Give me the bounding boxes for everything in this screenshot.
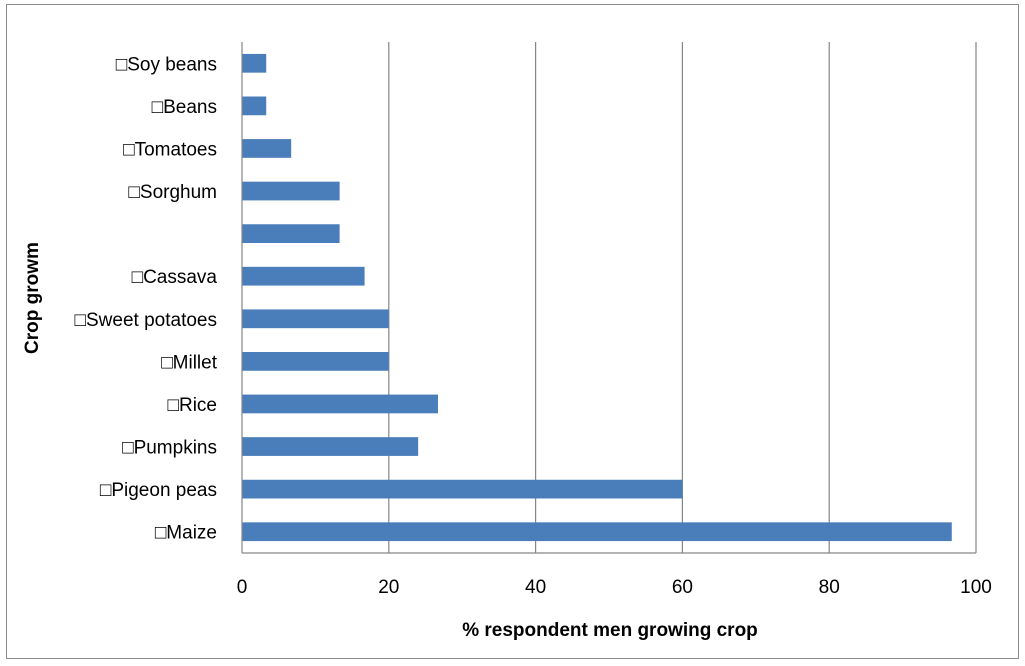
y-tick-label-6: □Cassava (132, 267, 218, 288)
bar-11 (242, 53, 267, 73)
x-tick-labels: 0 20 40 60 80 100 (237, 577, 992, 598)
y-axis-title: Crop growm (22, 242, 43, 354)
bar-9 (242, 139, 292, 158)
x-tick-label-0: 0 (237, 577, 248, 598)
bar-3 (242, 394, 438, 414)
axes (241, 42, 976, 554)
x-tick-label-20: 20 (378, 577, 399, 598)
x-axis-title: % respondent men growing crop (462, 620, 758, 641)
y-tick-labels: □Maize □Pigeon peas □Pumpkins □Rice □Millet □… (75, 54, 218, 543)
y-tick-label-10: □Beans (152, 97, 217, 118)
bar-2 (242, 437, 419, 456)
bar-6 (242, 266, 365, 286)
chart-area (6, 4, 1019, 659)
bar-0 (242, 522, 952, 542)
x-tick-label-60: 60 (672, 577, 693, 598)
bar-8 (242, 181, 340, 201)
x-tick-label-100: 100 (960, 577, 992, 598)
bar-7 (242, 224, 340, 243)
y-tick-label-1: □Pigeon peas (100, 480, 217, 501)
y-tick-label-5: □Sweet potatoes (75, 310, 217, 331)
y-tick-label-0: □Maize (155, 523, 217, 544)
x-tick-label-80: 80 (819, 577, 840, 598)
y-tick-label-9: □Tomatoes (123, 139, 217, 160)
bars (242, 53, 952, 542)
y-tick-label-8: □Sorghum (128, 182, 217, 203)
x-tick-label-40: 40 (525, 577, 546, 598)
bar-5 (242, 309, 389, 329)
y-tick-label-11: □Soy beans (116, 54, 217, 75)
y-tick-label-4: □Millet (161, 352, 218, 373)
bar-10 (242, 96, 267, 116)
bar-4 (242, 352, 389, 371)
y-tick-label-3: □Rice (168, 395, 218, 416)
bar-1 (242, 479, 683, 499)
gridlines (388, 42, 977, 553)
y-tick-label-2: □Pumpkins (122, 438, 217, 459)
